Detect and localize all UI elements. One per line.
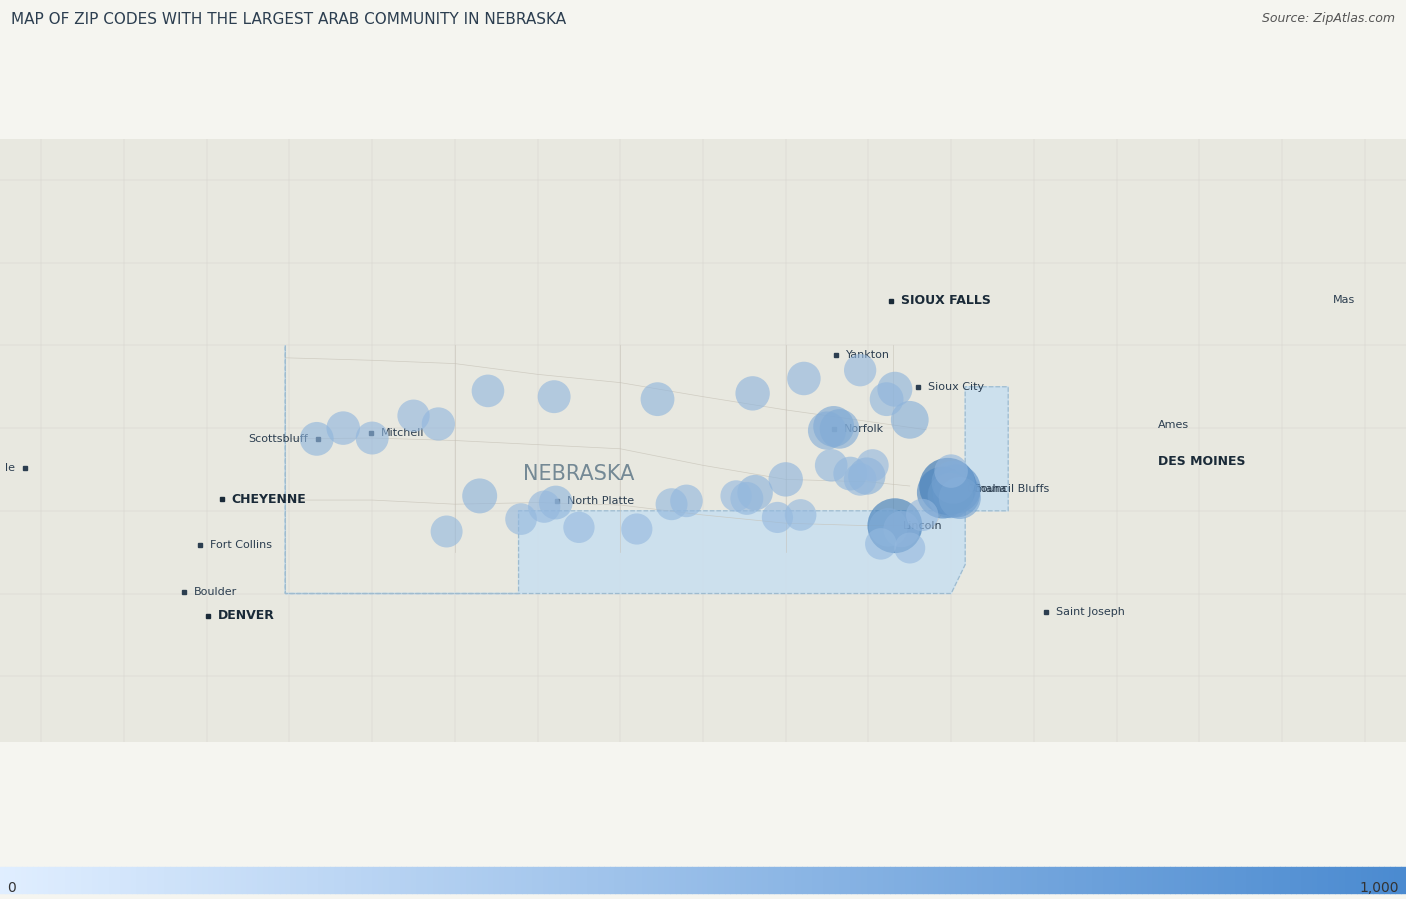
- Text: CHEYENNE: CHEYENNE: [232, 493, 307, 506]
- Text: Council Bluffs: Council Bluffs: [973, 485, 1049, 494]
- Text: Ames: Ames: [1159, 421, 1189, 431]
- Text: Yankton: Yankton: [846, 350, 890, 360]
- Point: [735, 491, 758, 505]
- Point: [766, 511, 789, 525]
- Point: [839, 467, 862, 481]
- Point: [626, 521, 648, 536]
- Text: Lincoln: Lincoln: [903, 521, 943, 531]
- Text: Boulder: Boulder: [194, 587, 238, 597]
- Text: Sioux City: Sioux City: [928, 382, 984, 392]
- Point: [945, 482, 967, 496]
- Point: [544, 495, 567, 510]
- Point: [477, 384, 499, 398]
- Point: [877, 521, 900, 535]
- Text: Mas: Mas: [1333, 295, 1355, 305]
- Point: [427, 417, 450, 432]
- Point: [675, 494, 697, 508]
- Text: DENVER: DENVER: [218, 610, 274, 622]
- Text: Omaha: Omaha: [966, 485, 1007, 494]
- Text: MAP OF ZIP CODES WITH THE LARGEST ARAB COMMUNITY IN NEBRASKA: MAP OF ZIP CODES WITH THE LARGEST ARAB C…: [11, 13, 567, 27]
- Point: [945, 486, 967, 501]
- Point: [869, 537, 891, 551]
- Point: [936, 479, 959, 494]
- Point: [820, 458, 842, 473]
- Text: Saint Joseph: Saint Joseph: [1056, 607, 1125, 617]
- Polygon shape: [285, 345, 1008, 593]
- Point: [775, 472, 797, 486]
- Point: [862, 458, 884, 473]
- Text: SIOUX FALLS: SIOUX FALLS: [901, 294, 991, 307]
- Point: [332, 421, 354, 435]
- Point: [815, 423, 838, 438]
- Text: le: le: [4, 463, 15, 473]
- Text: DES MOINES: DES MOINES: [1159, 455, 1246, 467]
- Text: Norfolk: Norfolk: [844, 424, 884, 434]
- Point: [543, 389, 565, 404]
- Point: [855, 469, 877, 484]
- Point: [890, 521, 912, 536]
- Point: [661, 497, 683, 512]
- Point: [849, 472, 872, 486]
- Point: [744, 485, 766, 500]
- Point: [898, 541, 921, 556]
- Point: [436, 524, 458, 539]
- Point: [533, 500, 555, 514]
- Text: North Platte: North Platte: [568, 495, 634, 505]
- Point: [823, 419, 845, 433]
- Point: [911, 508, 934, 522]
- Point: [942, 475, 965, 489]
- Point: [361, 431, 384, 445]
- Point: [789, 508, 811, 522]
- Point: [939, 464, 962, 478]
- Point: [725, 489, 748, 503]
- Text: 0: 0: [7, 880, 15, 895]
- Point: [939, 488, 962, 503]
- Point: [741, 387, 763, 401]
- Point: [468, 489, 491, 503]
- Point: [883, 519, 905, 533]
- Point: [932, 485, 955, 500]
- Point: [828, 422, 851, 436]
- Text: Scottsbluff: Scottsbluff: [247, 434, 308, 444]
- Point: [849, 363, 872, 378]
- Point: [510, 512, 533, 526]
- Point: [305, 432, 328, 446]
- Point: [883, 382, 905, 396]
- Point: [898, 413, 921, 427]
- Point: [402, 408, 425, 423]
- Point: [568, 521, 591, 535]
- Point: [949, 491, 972, 505]
- Text: Mitchell: Mitchell: [381, 428, 425, 438]
- Text: Source: ZipAtlas.com: Source: ZipAtlas.com: [1261, 13, 1395, 25]
- Text: 1,000: 1,000: [1360, 880, 1399, 895]
- Text: Fort Collins: Fort Collins: [209, 540, 273, 550]
- Point: [876, 392, 898, 406]
- Text: NEBRASKA: NEBRASKA: [523, 464, 634, 484]
- Point: [647, 392, 669, 406]
- Point: [793, 371, 815, 386]
